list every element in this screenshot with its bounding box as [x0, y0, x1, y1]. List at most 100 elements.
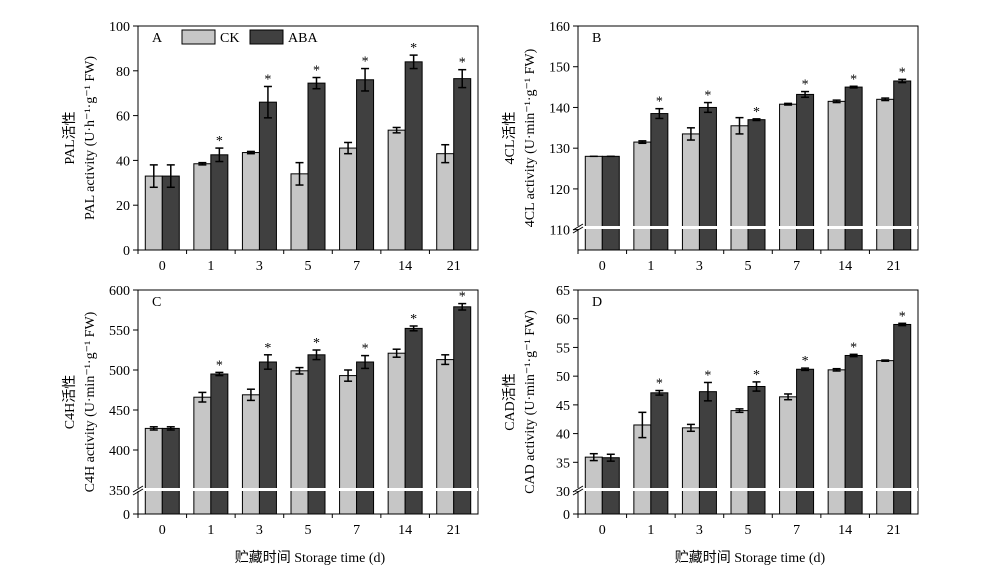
y-tick-label: 65: [556, 284, 570, 299]
ylabel-cn-a: PAL活性: [62, 111, 78, 164]
y-tick-label: 60: [556, 313, 570, 328]
legend-swatch-ck: [181, 29, 216, 45]
x-tick-label: 5: [305, 259, 312, 274]
x-tick-label: 0: [599, 523, 606, 538]
significance-star: *: [459, 56, 466, 71]
bar-ck-day-3: [241, 152, 260, 251]
x-tick-label: 3: [696, 259, 703, 274]
bar-aba-day-1: [210, 373, 229, 515]
y-tick-label: 130: [549, 142, 570, 157]
ylabel-en-c: C4H activity (U·min⁻¹·g⁻¹ FW): [83, 311, 98, 492]
axis-break-mark: [572, 488, 584, 496]
y-tick-label: 150: [549, 61, 570, 76]
bar-aba-day-5: [747, 385, 766, 515]
y-tick-label: 40: [116, 154, 130, 169]
ylabel-cn-d: CAD活性: [502, 373, 518, 431]
bar-aba-day-14: [404, 61, 423, 251]
y-tick-label: 30: [556, 485, 570, 500]
bar-ck-day-7: [339, 147, 358, 251]
significance-star: *: [850, 340, 857, 355]
significance-star: *: [753, 368, 760, 383]
bar-ck-day-14: [387, 129, 406, 251]
significance-star: *: [410, 41, 417, 56]
x-tick-label: 5: [305, 523, 312, 538]
bar-aba-day-0: [601, 457, 620, 515]
significance-star: *: [802, 354, 809, 369]
significance-star: *: [899, 65, 906, 80]
bar-aba-day-1: [650, 113, 669, 251]
bar-aba-day-1: [210, 154, 229, 251]
y-tick-label: 20: [116, 199, 130, 214]
panel-label-a: A: [152, 31, 163, 46]
bar-aba-day-3: [698, 391, 717, 515]
axis-break-mark: [132, 485, 144, 493]
y-tick-label: 450: [109, 404, 130, 419]
axis-break-band: [572, 226, 918, 229]
ylabel-cn-b: 4CL活性: [502, 112, 518, 165]
bar-aba-day-3: [258, 101, 277, 251]
significance-star: *: [362, 342, 369, 357]
significance-star: *: [656, 95, 663, 110]
y-tick-label: 120: [549, 183, 570, 198]
ylabel-en-b: 4CL activity (U·min⁻¹·g⁻¹ FW): [523, 48, 538, 227]
ylabel-cn-c: C4H活性: [62, 375, 78, 429]
bar-ck-day-5: [290, 370, 309, 515]
x-tick-label: 1: [647, 523, 654, 538]
significance-star: *: [704, 368, 711, 383]
axis-break-band: [572, 488, 918, 491]
x-tick-label: 1: [647, 259, 654, 274]
y-tick-label: 400: [109, 444, 130, 459]
y-tick-label: 40: [556, 428, 570, 443]
x-tick-label: 21: [887, 523, 901, 538]
legend-label-ck: CK: [220, 31, 239, 46]
bar-aba-day-14: [404, 327, 423, 515]
bar-ck-day-7: [779, 396, 798, 515]
bar-aba-day-5: [307, 82, 326, 251]
y-tick-label: 80: [116, 65, 130, 80]
ylabel-en-a: PAL activity (U·h⁻¹·g⁻¹ FW): [83, 56, 98, 220]
x-tick-label: 1: [207, 259, 214, 274]
significance-star: *: [704, 89, 711, 104]
bar-aba-day-0: [161, 427, 180, 515]
bar-aba-day-21: [893, 323, 912, 515]
y-tick-label: 600: [109, 284, 130, 299]
y-tick-label: 60: [116, 110, 130, 125]
x-tick-label: 14: [838, 259, 852, 274]
bar-ck-day-1: [193, 163, 212, 251]
significance-star: *: [264, 72, 271, 87]
y-tick-label: 350: [109, 484, 130, 499]
x-tick-label: 14: [398, 259, 412, 274]
x-tick-label: 0: [599, 259, 606, 274]
panel-c-plot: 0 350 400 450 500 550 600 0 1 * 3 * 5 * 7 * 14 * 21 *: [109, 284, 479, 538]
significance-star: *: [216, 134, 223, 149]
y-tick-label: 0: [123, 244, 130, 259]
xlabel-right: 贮藏时间 Storage time (d): [675, 550, 826, 566]
panel-b-plot: 110 120 130 140 150 160 0 1 * 3 * 5 * 7 * 14 * 21 *: [549, 20, 919, 274]
panel-label-c: C: [152, 295, 161, 310]
x-tick-label: 3: [256, 259, 263, 274]
bar-aba-day-7: [356, 361, 375, 515]
bar-aba-day-1: [650, 392, 669, 515]
significance-star: *: [410, 312, 417, 327]
ylabel-en-d: CAD activity (U·min⁻¹·g⁻¹ FW): [523, 310, 538, 494]
x-tick-label: 3: [696, 523, 703, 538]
axis-break-mark: [132, 488, 144, 496]
bar-aba-day-7: [796, 368, 815, 515]
x-tick-label: 21: [447, 523, 461, 538]
x-tick-label: 5: [745, 523, 752, 538]
panel-label-d: D: [592, 295, 602, 310]
x-tick-label: 7: [353, 259, 360, 274]
bar-ck-day-3: [681, 427, 700, 515]
bar-aba-day-3: [258, 361, 277, 515]
bar-ck-day-5: [730, 125, 749, 251]
significance-star: *: [850, 72, 857, 87]
y-tick-label: 140: [549, 101, 570, 116]
bar-ck-day-3: [681, 133, 700, 251]
panel-label-b: B: [592, 31, 601, 46]
significance-star: *: [459, 290, 466, 305]
bar-ck-day-21: [436, 153, 455, 251]
x-tick-label: 3: [256, 523, 263, 538]
y-tick-label: 55: [556, 341, 570, 356]
x-tick-label: 0: [159, 523, 166, 538]
